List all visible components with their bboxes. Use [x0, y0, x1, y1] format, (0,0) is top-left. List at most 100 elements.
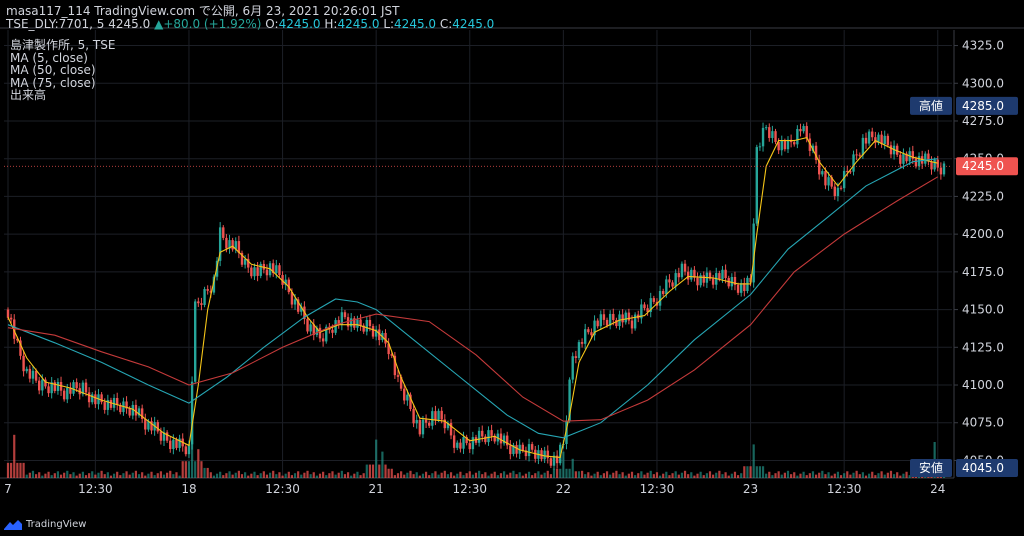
candle-body — [403, 388, 406, 401]
volume-bar — [387, 468, 390, 478]
candle-body — [805, 126, 808, 139]
y-tick-label: 4300.0 — [962, 76, 1004, 90]
volume-bar — [811, 471, 815, 478]
volume-bar — [602, 473, 606, 478]
candle-body — [693, 269, 696, 278]
volume-bar — [25, 474, 28, 478]
candle-body — [431, 411, 434, 426]
volume-bar — [521, 475, 524, 478]
candle-body — [905, 153, 908, 162]
high-value: 4245.0 — [337, 17, 380, 31]
candle-body — [28, 368, 32, 379]
candle-body — [534, 449, 537, 459]
candle-body — [312, 324, 315, 335]
volume-bar — [512, 470, 515, 478]
candle-body — [321, 338, 325, 342]
tradingview-logo-icon — [4, 520, 22, 530]
volume-bar — [702, 475, 705, 478]
candle-body — [284, 279, 287, 285]
volume-bar — [116, 471, 119, 478]
tradingview-branding[interactable]: TradingView — [4, 519, 86, 530]
volume-bar — [346, 472, 350, 478]
price-marker-box — [956, 96, 1018, 115]
candle-body — [699, 275, 702, 286]
candle-body — [84, 382, 88, 393]
legend-ma5[interactable]: MA (5, close) — [10, 50, 88, 65]
candle-body — [646, 308, 649, 312]
candle-body — [649, 298, 652, 312]
volume-bar — [590, 475, 593, 478]
x-tick-label: 12:30 — [827, 482, 862, 496]
candle-body — [343, 312, 347, 318]
volume-bar — [658, 475, 662, 478]
volume-bar — [449, 472, 453, 478]
candle-body — [31, 370, 35, 379]
legend-ma50[interactable]: MA (50, close) — [10, 63, 96, 77]
price-marker-label: 高値 — [919, 98, 943, 113]
volume-bar — [612, 472, 615, 478]
volume-bar — [502, 471, 506, 478]
volume-bar — [833, 473, 836, 478]
volume-bar — [465, 473, 468, 478]
candle-body — [518, 444, 521, 454]
candle-body — [446, 422, 450, 429]
legend-ma75[interactable]: MA (75, close) — [10, 75, 96, 90]
volume-bar — [63, 472, 66, 478]
volume-bar — [181, 461, 184, 478]
volume-bar — [896, 472, 899, 478]
volume-bar — [256, 475, 259, 478]
candle-body — [237, 241, 241, 253]
volume-bar — [172, 474, 175, 478]
candle-body — [156, 422, 159, 432]
candle-body — [66, 387, 69, 400]
volume-bar — [727, 475, 730, 478]
volume-bar — [231, 474, 234, 478]
volume-bar — [22, 462, 25, 478]
volume-bar — [306, 470, 309, 478]
candle-body — [827, 177, 830, 186]
volume-bar — [487, 475, 490, 478]
candle-body — [378, 329, 381, 341]
candle-body — [272, 263, 275, 274]
candle-body — [147, 421, 150, 430]
volume-bar — [103, 474, 106, 478]
volume-bar — [609, 474, 612, 478]
volume-bar — [580, 470, 584, 478]
candle-body — [783, 140, 787, 150]
volume-bar — [730, 473, 733, 478]
candle-body — [565, 420, 568, 445]
volume-bar — [849, 474, 852, 478]
candle-body — [178, 438, 181, 448]
candle-body — [493, 435, 496, 442]
volume-bar — [515, 474, 518, 478]
candle-body — [746, 277, 749, 292]
volume-bar — [605, 471, 609, 478]
volume-bar — [599, 475, 602, 478]
volume-bar — [818, 472, 821, 478]
volume-bar — [443, 470, 446, 478]
candle-body — [858, 154, 861, 156]
volume-bar — [421, 473, 425, 478]
candle-body — [106, 400, 110, 410]
volume-bar — [640, 471, 643, 478]
candle-body — [842, 170, 846, 189]
candle-body — [662, 291, 665, 295]
candle-body — [627, 312, 631, 321]
volume-bar — [390, 468, 393, 478]
candle-body — [103, 402, 106, 410]
volume-bar — [805, 475, 808, 478]
volume-bar — [375, 439, 378, 478]
legend-volume[interactable]: 出来高 — [10, 88, 47, 102]
candle-body — [50, 382, 53, 394]
volume-bar — [665, 471, 668, 478]
candle-body — [552, 455, 556, 466]
volume-bar — [843, 473, 846, 478]
legend-symbol[interactable]: 島津製作所, 5, TSE — [10, 38, 116, 52]
volume-bar — [690, 472, 693, 478]
volume-bar — [144, 475, 147, 478]
volume-bar — [743, 466, 746, 478]
price-marker-tag — [910, 459, 952, 477]
volume-bar — [643, 474, 646, 478]
